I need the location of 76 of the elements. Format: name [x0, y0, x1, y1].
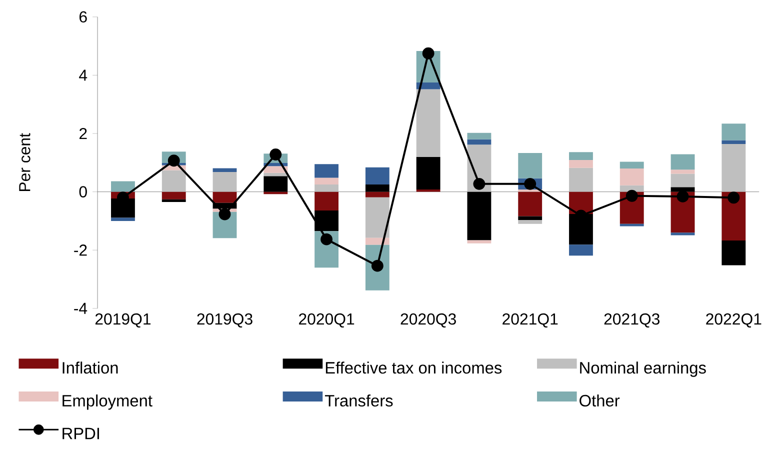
- legend-label: Effective tax on incomes: [326, 362, 502, 374]
- legend-label: Inflation: [62, 362, 118, 374]
- bar: [314, 178, 338, 185]
- legend-label: Employment: [62, 394, 152, 410]
- bar: [518, 220, 542, 224]
- bar: [467, 133, 492, 140]
- y-tick-label: -4: [74, 303, 88, 314]
- bar: [314, 184, 338, 192]
- bar: [365, 167, 390, 185]
- bar: [722, 240, 746, 266]
- legend-label: Transfers: [324, 394, 393, 407]
- point: [728, 192, 740, 204]
- point: [218, 208, 231, 220]
- y-tick-label: 2: [80, 128, 87, 140]
- bar: [670, 170, 695, 174]
- point: [371, 260, 384, 272]
- bar: [518, 216, 542, 220]
- x-tick-label: 2019Q1: [95, 314, 151, 328]
- x-tick-label: 2022Q1: [706, 314, 762, 328]
- point: [676, 190, 689, 203]
- y-tick-label: 0: [79, 186, 87, 198]
- bar: [314, 192, 338, 211]
- x-tick-label: 2020Q3: [400, 314, 456, 328]
- point: [422, 48, 434, 60]
- bar: [416, 156, 440, 190]
- bar: [212, 168, 237, 172]
- bar: [264, 173, 288, 176]
- point: [168, 154, 180, 167]
- bar: [569, 160, 593, 168]
- bar: [670, 232, 695, 236]
- legend-label: Nominal earnings: [580, 362, 706, 378]
- bar: [670, 154, 695, 170]
- bar: [467, 240, 492, 244]
- y-tick-label: 4: [79, 70, 88, 81]
- x-tick-label: 2021Q3: [604, 314, 660, 328]
- bar: [518, 192, 542, 216]
- point: [270, 148, 282, 161]
- point: [473, 178, 486, 190]
- bar: [264, 176, 288, 192]
- point: [524, 178, 536, 190]
- x-tick-label: 2019Q3: [197, 314, 252, 328]
- bar: [569, 244, 593, 256]
- bar: [365, 238, 390, 246]
- bar: [314, 164, 338, 178]
- bar: [569, 152, 593, 160]
- bar: [569, 168, 593, 192]
- y-tick-label: 6: [80, 11, 87, 23]
- y-axis-title: Per cent: [19, 133, 30, 192]
- bar: [212, 172, 237, 192]
- bar: [365, 198, 390, 238]
- bar: [467, 140, 492, 145]
- bar: [212, 192, 237, 204]
- bar: [670, 174, 695, 188]
- bar: [518, 153, 542, 179]
- bar: [162, 170, 186, 192]
- bar: [722, 144, 746, 192]
- bar: [620, 186, 644, 192]
- bar: [722, 192, 746, 241]
- bar: [162, 192, 186, 200]
- bar: [111, 218, 135, 222]
- legend-label: Other: [580, 394, 620, 407]
- bar: [365, 192, 390, 198]
- bar: [722, 124, 746, 140]
- bar: [620, 162, 644, 169]
- bar: [722, 140, 746, 144]
- bar: [416, 89, 440, 157]
- x-tick-label: 2021Q1: [502, 314, 558, 328]
- point: [626, 190, 638, 202]
- bar: [365, 184, 390, 192]
- y-tick-label: -2: [74, 244, 87, 256]
- legend-label: RPDI: [62, 428, 99, 440]
- bar: [162, 200, 186, 202]
- point: [320, 234, 333, 246]
- bar: [111, 181, 135, 192]
- x-tick-label: 2020Q1: [299, 314, 354, 328]
- bar: [620, 168, 644, 186]
